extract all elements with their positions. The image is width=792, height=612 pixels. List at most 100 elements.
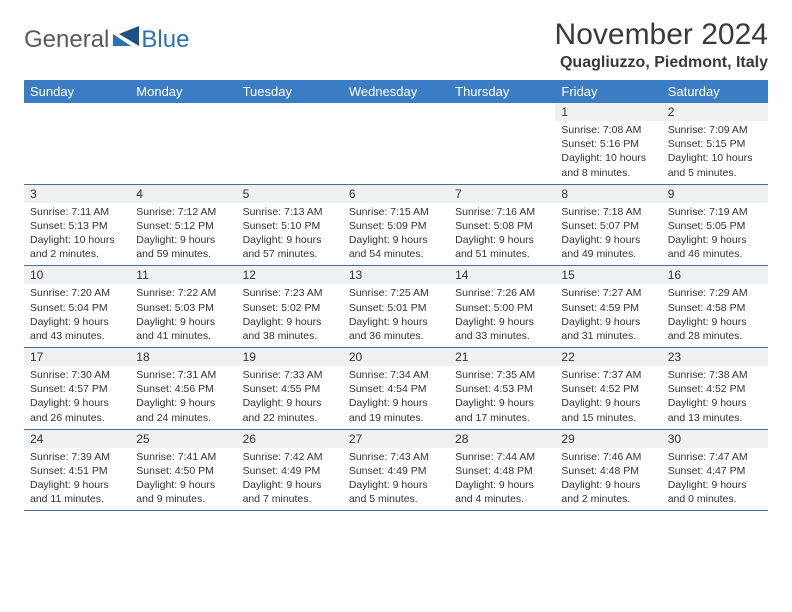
- daylight-line: Daylight: 9 hours and 59 minutes.: [136, 233, 230, 261]
- day-detail: Sunrise: 7:15 AMSunset: 5:09 PMDaylight:…: [343, 203, 449, 266]
- title-block: November 2024 Quagliuzzo, Piedmont, Ital…: [555, 18, 768, 72]
- day-detail: Sunrise: 7:23 AMSunset: 5:02 PMDaylight:…: [237, 284, 343, 347]
- sunrise-line: Sunrise: 7:27 AM: [561, 286, 655, 300]
- sunrise-line: Sunrise: 7:33 AM: [243, 368, 337, 382]
- day-cell: 29Sunrise: 7:46 AMSunset: 4:48 PMDayligh…: [555, 429, 661, 511]
- sunset-line: Sunset: 4:54 PM: [349, 382, 443, 396]
- sunset-line: Sunset: 5:16 PM: [561, 137, 655, 151]
- day-cell: 24Sunrise: 7:39 AMSunset: 4:51 PMDayligh…: [24, 429, 130, 511]
- day-detail: Sunrise: 7:43 AMSunset: 4:49 PMDaylight:…: [343, 448, 449, 511]
- daylight-line: Daylight: 9 hours and 51 minutes.: [455, 233, 549, 261]
- day-number: 19: [237, 348, 343, 366]
- sunset-line: Sunset: 5:08 PM: [455, 219, 549, 233]
- day-cell: 26Sunrise: 7:42 AMSunset: 4:49 PMDayligh…: [237, 429, 343, 511]
- day-detail: Sunrise: 7:13 AMSunset: 5:10 PMDaylight:…: [237, 203, 343, 266]
- sunrise-line: Sunrise: 7:38 AM: [668, 368, 762, 382]
- daylight-line: Daylight: 9 hours and 4 minutes.: [455, 478, 549, 506]
- calendar-table: Sunday Monday Tuesday Wednesday Thursday…: [24, 80, 768, 511]
- daylight-line: Daylight: 10 hours and 5 minutes.: [668, 151, 762, 179]
- day-cell: 9Sunrise: 7:19 AMSunset: 5:05 PMDaylight…: [662, 184, 768, 266]
- location-subtitle: Quagliuzzo, Piedmont, Italy: [555, 54, 768, 72]
- daylight-line: Daylight: 9 hours and 36 minutes.: [349, 315, 443, 343]
- sunrise-line: Sunrise: 7:42 AM: [243, 450, 337, 464]
- day-number: 7: [449, 185, 555, 203]
- sunrise-line: Sunrise: 7:47 AM: [668, 450, 762, 464]
- day-cell: 21Sunrise: 7:35 AMSunset: 4:53 PMDayligh…: [449, 348, 555, 430]
- daylight-line: Daylight: 9 hours and 43 minutes.: [30, 315, 124, 343]
- day-cell: 19Sunrise: 7:33 AMSunset: 4:55 PMDayligh…: [237, 348, 343, 430]
- day-detail: Sunrise: 7:34 AMSunset: 4:54 PMDaylight:…: [343, 366, 449, 429]
- daylight-line: Daylight: 9 hours and 54 minutes.: [349, 233, 443, 261]
- sunrise-line: Sunrise: 7:41 AM: [136, 450, 230, 464]
- day-cell: 14Sunrise: 7:26 AMSunset: 5:00 PMDayligh…: [449, 266, 555, 348]
- week-row: 10Sunrise: 7:20 AMSunset: 5:04 PMDayligh…: [24, 266, 768, 348]
- day-cell: [130, 103, 236, 184]
- day-detail: Sunrise: 7:47 AMSunset: 4:47 PMDaylight:…: [662, 448, 768, 511]
- day-number: 24: [24, 430, 130, 448]
- sunrise-line: Sunrise: 7:35 AM: [455, 368, 549, 382]
- sunset-line: Sunset: 4:55 PM: [243, 382, 337, 396]
- day-detail: Sunrise: 7:33 AMSunset: 4:55 PMDaylight:…: [237, 366, 343, 429]
- logo-mark-icon: [113, 24, 139, 46]
- sunset-line: Sunset: 5:01 PM: [349, 301, 443, 315]
- day-detail: Sunrise: 7:26 AMSunset: 5:00 PMDaylight:…: [449, 284, 555, 347]
- sunset-line: Sunset: 5:12 PM: [136, 219, 230, 233]
- day-cell: [449, 103, 555, 184]
- day-detail: Sunrise: 7:35 AMSunset: 4:53 PMDaylight:…: [449, 366, 555, 429]
- day-number: 17: [24, 348, 130, 366]
- sunset-line: Sunset: 5:00 PM: [455, 301, 549, 315]
- daylight-line: Daylight: 9 hours and 17 minutes.: [455, 396, 549, 424]
- day-header: Wednesday: [343, 80, 449, 103]
- day-cell: 23Sunrise: 7:38 AMSunset: 4:52 PMDayligh…: [662, 348, 768, 430]
- daylight-line: Daylight: 10 hours and 8 minutes.: [561, 151, 655, 179]
- day-number: 5: [237, 185, 343, 203]
- day-header: Sunday: [24, 80, 130, 103]
- day-cell: 30Sunrise: 7:47 AMSunset: 4:47 PMDayligh…: [662, 429, 768, 511]
- sunrise-line: Sunrise: 7:11 AM: [30, 205, 124, 219]
- sunset-line: Sunset: 5:07 PM: [561, 219, 655, 233]
- day-header: Friday: [555, 80, 661, 103]
- day-number: 20: [343, 348, 449, 366]
- day-cell: 20Sunrise: 7:34 AMSunset: 4:54 PMDayligh…: [343, 348, 449, 430]
- day-number: 25: [130, 430, 236, 448]
- day-cell: 6Sunrise: 7:15 AMSunset: 5:09 PMDaylight…: [343, 184, 449, 266]
- day-number: 18: [130, 348, 236, 366]
- sunrise-line: Sunrise: 7:18 AM: [561, 205, 655, 219]
- day-cell: [343, 103, 449, 184]
- daylight-line: Daylight: 9 hours and 38 minutes.: [243, 315, 337, 343]
- sunset-line: Sunset: 4:58 PM: [668, 301, 762, 315]
- sunrise-line: Sunrise: 7:25 AM: [349, 286, 443, 300]
- daylight-line: Daylight: 9 hours and 41 minutes.: [136, 315, 230, 343]
- day-cell: 5Sunrise: 7:13 AMSunset: 5:10 PMDaylight…: [237, 184, 343, 266]
- sunrise-line: Sunrise: 7:23 AM: [243, 286, 337, 300]
- sunrise-line: Sunrise: 7:22 AM: [136, 286, 230, 300]
- sunset-line: Sunset: 5:13 PM: [30, 219, 124, 233]
- daylight-line: Daylight: 9 hours and 33 minutes.: [455, 315, 549, 343]
- day-cell: 2Sunrise: 7:09 AMSunset: 5:15 PMDaylight…: [662, 103, 768, 184]
- daylight-line: Daylight: 9 hours and 0 minutes.: [668, 478, 762, 506]
- calendar-page: General Blue November 2024 Quagliuzzo, P…: [0, 0, 792, 529]
- day-number: 16: [662, 266, 768, 284]
- day-detail: Sunrise: 7:20 AMSunset: 5:04 PMDaylight:…: [24, 284, 130, 347]
- day-cell: 13Sunrise: 7:25 AMSunset: 5:01 PMDayligh…: [343, 266, 449, 348]
- day-cell: 28Sunrise: 7:44 AMSunset: 4:48 PMDayligh…: [449, 429, 555, 511]
- day-detail: Sunrise: 7:37 AMSunset: 4:52 PMDaylight:…: [555, 366, 661, 429]
- day-cell: 7Sunrise: 7:16 AMSunset: 5:08 PMDaylight…: [449, 184, 555, 266]
- day-number: 27: [343, 430, 449, 448]
- sunset-line: Sunset: 4:52 PM: [561, 382, 655, 396]
- daylight-line: Daylight: 9 hours and 24 minutes.: [136, 396, 230, 424]
- day-detail: Sunrise: 7:18 AMSunset: 5:07 PMDaylight:…: [555, 203, 661, 266]
- day-number: 10: [24, 266, 130, 284]
- sunrise-line: Sunrise: 7:09 AM: [668, 123, 762, 137]
- day-detail: Sunrise: 7:22 AMSunset: 5:03 PMDaylight:…: [130, 284, 236, 347]
- sunset-line: Sunset: 5:10 PM: [243, 219, 337, 233]
- sunset-line: Sunset: 4:48 PM: [561, 464, 655, 478]
- sunrise-line: Sunrise: 7:20 AM: [30, 286, 124, 300]
- day-number: 15: [555, 266, 661, 284]
- daylight-line: Daylight: 9 hours and 7 minutes.: [243, 478, 337, 506]
- daylight-line: Daylight: 9 hours and 15 minutes.: [561, 396, 655, 424]
- day-cell: 3Sunrise: 7:11 AMSunset: 5:13 PMDaylight…: [24, 184, 130, 266]
- day-detail: Sunrise: 7:19 AMSunset: 5:05 PMDaylight:…: [662, 203, 768, 266]
- day-detail: Sunrise: 7:38 AMSunset: 4:52 PMDaylight:…: [662, 366, 768, 429]
- day-detail: Sunrise: 7:25 AMSunset: 5:01 PMDaylight:…: [343, 284, 449, 347]
